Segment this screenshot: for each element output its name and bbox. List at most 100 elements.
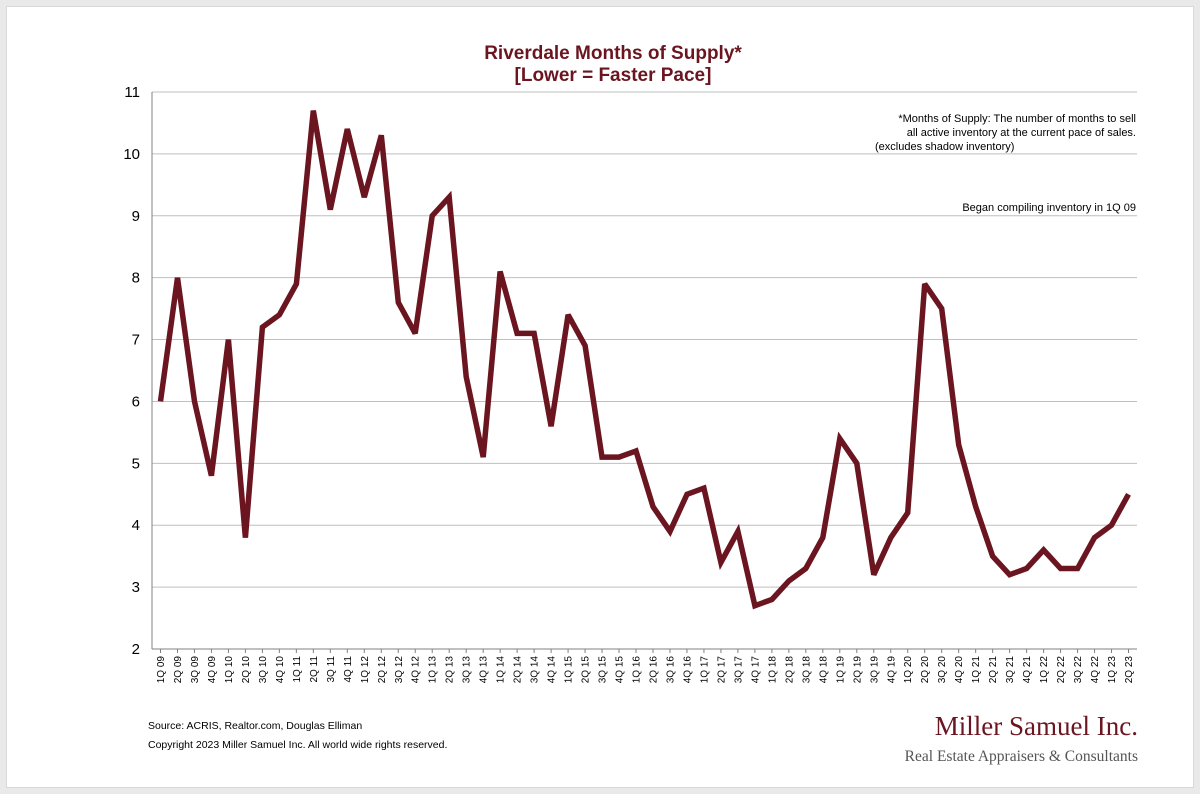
data-point [752,603,757,608]
data-point [1041,547,1046,552]
x-tick-label: 3Q 12 [394,656,405,684]
data-point [871,572,876,577]
x-tick-label: 4Q 19 [886,656,897,684]
copyright-note: Copyright 2023 Miller Samuel Inc. All wo… [148,739,447,751]
data-point [447,195,452,200]
data-point [939,306,944,311]
data-point [345,127,350,132]
x-tick-label: 4Q 17 [750,656,761,684]
x-tick-label: 4Q 11 [343,656,354,683]
data-point [718,560,723,565]
x-tick-label: 1Q 10 [224,656,235,684]
x-tick-label: 2Q 23 [1124,656,1135,684]
data-point [922,281,927,286]
x-tick-label: 4Q 20 [954,656,965,684]
x-tick-label: 1Q 21 [971,656,982,684]
data-point [362,195,367,200]
data-point [243,535,248,540]
x-tick-label: 2Q 20 [920,656,931,684]
data-point [956,442,961,447]
chart-canvas: Riverdale Months of Supply* [Lower = Fas… [123,43,1138,765]
y-tick-label: 9 [132,208,140,225]
data-point [1092,535,1097,540]
x-tick-label: 1Q 14 [496,656,507,684]
y-tick-label: 4 [132,517,140,534]
data-point [413,331,418,336]
data-point [396,300,401,305]
x-tick-label: 4Q 18 [818,656,829,684]
x-tick-label: 4Q 22 [1090,656,1101,684]
x-tick-label: 2Q 19 [852,656,863,684]
data-point [379,133,384,138]
note-definition-line-2: all active inventory at the current pace… [907,127,1136,139]
data-point [498,269,503,274]
data-point [277,312,282,317]
x-tick-label: 3Q 11 [326,656,337,683]
chart-title: Riverdale Months of Supply* [484,43,742,64]
data-point [820,535,825,540]
x-tick-label: 1Q 18 [767,656,778,684]
x-tick-label: 2Q 17 [716,656,727,684]
data-point [905,510,910,515]
data-point [430,213,435,218]
data-point [515,331,520,336]
y-tick-label: 2 [132,641,140,658]
x-tick-label: 2Q 13 [445,656,456,684]
x-tick-label: 3Q 15 [598,656,609,684]
x-tick-label: 3Q 14 [530,656,541,684]
x-tick-label: 2Q 09 [173,656,184,684]
x-tick-label: 3Q 19 [869,656,880,684]
data-point [786,578,791,583]
x-tick-label: 1Q 09 [156,656,167,684]
y-tick-label: 10 [123,146,140,163]
y-tick-label: 6 [132,393,140,410]
x-tick-label: 3Q 22 [1073,656,1084,684]
data-point [464,374,469,379]
data-point [209,473,214,478]
x-tick-label: 4Q 13 [479,656,490,684]
data-point [260,325,265,330]
series-line [157,110,1131,610]
data-point [158,399,163,404]
x-tick-label: 4Q 10 [275,656,286,684]
source-note: Source: ACRIS, Realtor.com, Douglas Elli… [148,720,362,732]
note-definition-line-3: (excludes shadow inventory) [875,141,1014,153]
x-tick-label: 1Q 15 [564,656,575,684]
x-tick-label: 4Q 15 [615,656,626,684]
x-tick-label: 3Q 21 [1005,656,1016,684]
note-definition-line-1: *Months of Supply: The number of months … [898,113,1136,125]
data-point [888,535,893,540]
y-axis-ticks: 2 3 4 5 6 7 8 9 10 11 [123,84,140,658]
data-point [294,281,299,286]
x-tick-label: 2Q 21 [988,656,999,684]
x-tick-label: 1Q 16 [632,656,643,684]
x-tick-label: 4Q 14 [547,656,558,684]
logo-tagline: Real Estate Appraisers & Consultants [905,748,1138,765]
x-tick-label: 1Q 11 [292,656,303,683]
x-tick-label: 1Q 19 [835,656,846,684]
x-tick-label: 4Q 21 [1022,656,1033,684]
data-point [837,436,842,441]
x-tick-label: 1Q 12 [360,656,371,684]
data-point [854,461,859,466]
data-point [634,448,639,453]
data-point [583,343,588,348]
data-point [650,504,655,509]
x-tick-label: 2Q 22 [1056,656,1067,684]
data-point [617,455,622,460]
x-axis-ticks: 1Q 09 2Q 09 3Q 09 4Q 09 1Q 10 2Q 10 3Q 10 4Q 10… [156,649,1135,683]
data-point [175,275,180,280]
x-tick-label: 2Q 18 [784,656,795,684]
x-tick-label: 1Q 22 [1039,656,1050,684]
gridlines [151,91,1137,649]
data-point [600,455,605,460]
data-point [701,486,706,491]
x-tick-label: 2Q 15 [581,656,592,684]
x-tick-label: 3Q 09 [190,656,201,684]
data-point [735,529,740,534]
data-point [1007,572,1012,577]
data-point [1075,566,1080,571]
data-point [803,566,808,571]
y-tick-label: 7 [132,332,140,349]
x-tick-label: 2Q 11 [309,656,320,683]
